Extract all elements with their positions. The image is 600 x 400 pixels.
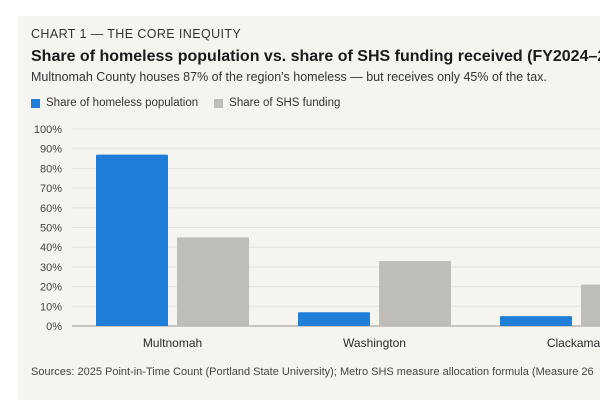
x-tick-label: Clackamas <box>547 336 600 350</box>
legend-item-funding: Share of SHS funding <box>214 97 340 109</box>
bar-shs-funding <box>177 237 249 326</box>
legend-label-funding: Share of SHS funding <box>229 97 341 109</box>
y-tick-label: 70% <box>40 183 62 195</box>
y-tick-label: 20% <box>40 282 62 294</box>
y-tick-label: 100% <box>34 124 62 136</box>
bar-homeless-population <box>298 312 370 326</box>
bar-homeless-population <box>500 316 572 326</box>
y-tick-label: 0% <box>46 321 62 333</box>
y-tick-label: 80% <box>40 163 62 175</box>
bar-homeless-population <box>96 154 168 326</box>
y-tick-label: 50% <box>40 223 62 235</box>
chart-source: Sources: 2025 Point-in-Time Count (Portl… <box>31 366 594 378</box>
chart-title: Share of homeless population vs. share o… <box>31 48 600 65</box>
bar-shs-funding <box>379 260 451 326</box>
chart-subtitle: Multnomah County houses 87% of the regio… <box>31 70 547 84</box>
chart-kicker: CHART 1 — THE CORE INEQUITY <box>31 27 242 41</box>
y-tick-label: 60% <box>40 203 62 215</box>
y-tick-label: 30% <box>40 262 62 274</box>
y-tick-label: 10% <box>40 301 62 313</box>
legend-swatch-population <box>31 98 40 108</box>
chart-legend: Share of homeless population Share of SH… <box>31 97 356 109</box>
y-tick-label: 40% <box>40 242 62 254</box>
y-tick-label: 90% <box>40 144 62 156</box>
x-tick-label: Multnomah <box>143 336 202 350</box>
x-tick-label: Washington <box>343 336 406 350</box>
legend-swatch-funding <box>214 98 224 108</box>
bar-shs-funding <box>581 284 600 326</box>
legend-item-population: Share of homeless population <box>31 97 198 109</box>
legend-label-population: Share of homeless population <box>46 97 199 109</box>
